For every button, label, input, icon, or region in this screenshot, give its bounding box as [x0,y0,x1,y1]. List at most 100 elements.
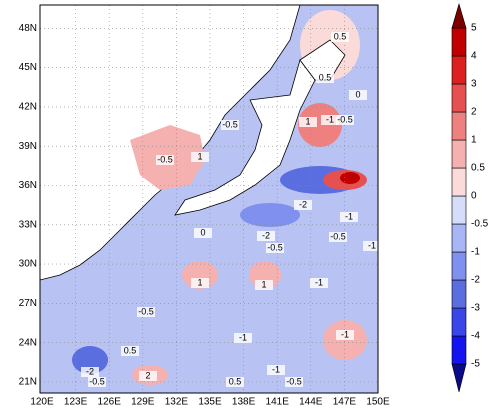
lon-label: 141E [266,397,290,408]
contour-label-bg [267,365,285,375]
contour-label-bg [329,232,347,242]
contour-label-bg [294,200,312,210]
colorbar-bin [451,27,467,57]
contour-label: 1 [197,151,202,161]
lon-label: 129E [131,397,155,408]
contour-label: -0.5 [89,376,105,386]
contour-label-bg [336,330,354,340]
lat-label: 39N [19,141,37,152]
contour-label: 1 [197,277,202,287]
contour-label-bg [285,377,303,387]
contour-label: -1 [272,364,280,374]
colorbar-bin [451,307,467,337]
colorbar-bin [451,83,467,113]
colorbar-label: 1 [471,135,477,146]
colorbar-bin [451,223,467,253]
map: 0.50.5-0.5 -1 -0.501-0.5 1-2-1-2-0.5-0.5-10… [39,4,381,394]
contour-label-bg [316,73,334,83]
contour-label-bg [299,117,317,127]
colorbar-label: 4 [471,51,477,62]
map-frame [39,4,379,394]
contour-label-bg [226,377,244,387]
contour-label: 1 [305,116,310,126]
lat-label: 27N [19,298,37,309]
contour-label: 0.5 [229,376,242,386]
lon-label: 132E [165,397,189,408]
contour-label-bg [121,346,139,356]
contour-label: -1 [326,114,334,124]
colorbar-end [451,363,467,393]
lon-label: 144E [299,397,323,408]
contour-label: -1 [315,277,323,287]
land-hokkaido [299,39,346,81]
contour-label-bg [310,278,328,288]
anomaly-region [240,203,300,227]
contour-label: -1 [368,240,376,250]
lon-label: 147E [333,397,357,408]
contour-label-bg [336,115,354,125]
colorbar-label: -2 [471,275,480,286]
lat-label: 21N [19,377,37,388]
contour-label: 0 [355,89,360,99]
colorbar-label: -3 [471,303,480,314]
contour-label-bg [137,307,155,317]
contour-label-bg [221,120,239,130]
colorbar-label: 3 [471,79,477,90]
contour-label: -1 [239,332,247,342]
lat-label: 42N [19,102,37,113]
lon-label: 126E [98,397,122,408]
colorbar-bin [451,167,467,197]
lon-label: 150E [366,397,390,408]
lon-label: 135E [198,397,222,408]
contour-label-bg [191,278,209,288]
contour-label: -0.5 [286,376,302,386]
lon-label: 123E [64,397,88,408]
contour-label-bg [255,280,273,290]
contour-label-bg [191,152,209,162]
colorbar-label: 0.5 [471,163,485,174]
contour-label: -0.5 [337,114,353,124]
colorbar-label: 0 [471,191,477,202]
contour-label: 0.5 [334,31,347,41]
colorbar-label: -5 [471,359,480,370]
contour-label: -2 [86,366,94,376]
contour-label-bg [88,377,106,387]
contour-label-bg [257,231,275,241]
colorbar-label: -4 [471,331,480,342]
contour-label: -0.5 [138,306,154,316]
lat-label: 48N [19,23,37,34]
lat-label: 24N [19,337,37,348]
colorbar-label: -1 [471,247,480,258]
contour-label: -0.5 [330,231,346,241]
colorbar-label: 5 [471,23,477,34]
lat-label: 36N [19,180,37,191]
lon-label: 120E [30,397,54,408]
contour-label-bg [194,228,212,238]
contour-label: -1 [345,211,353,221]
contour-label-bg [331,32,349,42]
contour-label-bg [234,333,252,343]
contour-labels: 0.50.5-0.5 -1 -0.501-0.5 1-2-1-2-0.5-0.5-10… [81,31,381,387]
contour-label-bg [156,155,174,165]
anomaly-region [340,172,360,184]
lon-label: 138E [232,397,256,408]
contour-label: 0 [200,227,205,237]
lat-label: 30N [19,259,37,270]
colorbar-label: 2 [471,107,477,118]
contour-label: 2 [145,370,150,380]
colorbar: -5 -4 -3 -2 -1 -0.5 0 0.5 1 2 3 4 5 [451,2,489,393]
contour-label-bg [81,367,99,377]
contour-label: -0.5 [267,242,283,252]
colorbar-bin [451,195,467,225]
contour-label-bg [349,90,367,100]
colorbar-label: -0.5 [471,219,489,230]
anomaly-region [298,103,342,147]
contour-label: 0.5 [124,345,137,355]
contour-label: -1 [341,329,349,339]
colorbar-bin [451,251,467,281]
contour-label: -0.5 [222,119,238,129]
colorbar-bin [451,279,467,309]
contour-label: 1 [261,279,266,289]
lat-label: 45N [19,62,37,73]
contour-label: -2 [262,230,270,240]
